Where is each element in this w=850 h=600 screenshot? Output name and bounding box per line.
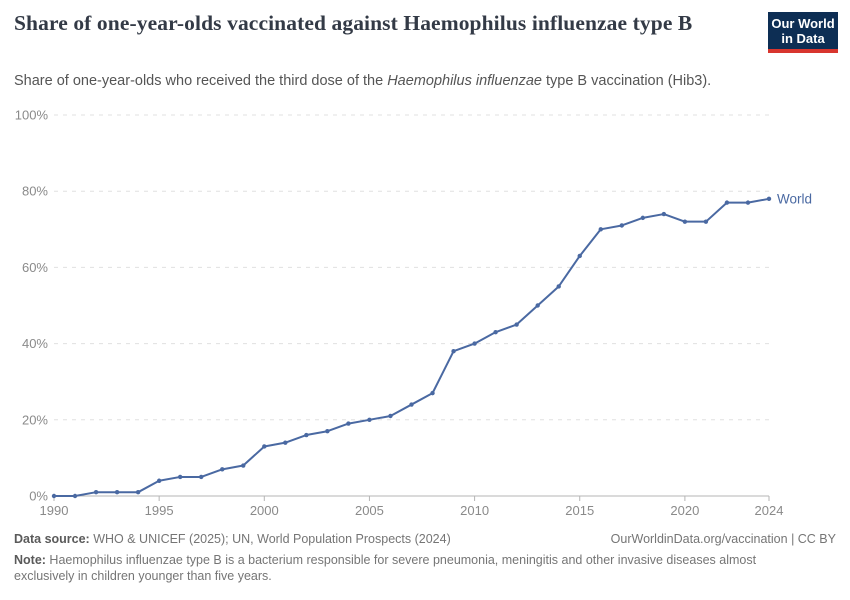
subtitle-prefix: Share of one-year-olds who received the … <box>14 73 388 89</box>
data-point[interactable] <box>72 493 78 499</box>
data-point[interactable] <box>262 444 267 449</box>
data-point[interactable] <box>241 463 246 468</box>
data-source-label: Data source: <box>14 532 90 546</box>
line-chart[interactable]: 0% 20% 40% 60% 80% 100% 1990 1995 2000 2005 2010 20… <box>0 100 850 520</box>
data-point[interactable] <box>388 413 393 419</box>
data-point[interactable] <box>472 341 477 346</box>
data-source-text: WHO & UNICEF (2025); UN, World Populatio… <box>89 532 451 546</box>
data-point[interactable] <box>766 196 772 202</box>
data-point[interactable] <box>93 489 99 495</box>
subtitle-suffix: type B vaccination (Hib3). <box>541 73 712 89</box>
y-tick-label: 100% <box>15 108 49 123</box>
data-point[interactable] <box>325 429 330 434</box>
data-point[interactable] <box>640 215 646 221</box>
data-point[interactable] <box>114 489 120 495</box>
data-point[interactable] <box>367 417 372 422</box>
data-point[interactable] <box>619 223 624 228</box>
owid-logo-line1: Our World <box>771 16 835 31</box>
data-point[interactable] <box>577 253 582 259</box>
x-tick-label: 1990 <box>40 503 69 518</box>
data-point[interactable] <box>556 284 561 289</box>
data-point[interactable] <box>409 402 414 407</box>
data-point[interactable] <box>682 219 688 224</box>
chart-footer: Data source: WHO & UNICEF (2025); UN, Wo… <box>14 531 836 584</box>
data-point[interactable] <box>199 474 204 480</box>
y-tick-label: 0% <box>29 489 48 504</box>
data-point[interactable] <box>451 349 456 354</box>
data-point[interactable] <box>724 200 730 205</box>
note-label: Note: <box>14 553 46 567</box>
data-point[interactable] <box>703 219 709 224</box>
data-point[interactable] <box>283 440 288 445</box>
data-point[interactable] <box>535 303 540 308</box>
subtitle-italic-term: Haemophilus influenzae <box>387 73 542 89</box>
owid-logo-accent-bar <box>768 49 838 53</box>
x-tick-label: 2015 <box>565 503 594 518</box>
page-title: Share of one-year-olds vaccinated agains… <box>14 11 693 35</box>
data-point[interactable] <box>220 467 225 472</box>
data-point[interactable] <box>430 390 435 396</box>
x-tick-label: 2020 <box>670 503 699 518</box>
data-point[interactable] <box>661 211 667 217</box>
x-tick-label: 1995 <box>145 503 174 518</box>
data-point[interactable] <box>745 200 751 205</box>
world-series-line[interactable] <box>53 197 770 497</box>
data-point[interactable] <box>177 474 183 480</box>
owid-logo-text: Our World in Data <box>768 12 838 49</box>
data-point[interactable] <box>51 493 57 499</box>
rights-link[interactable]: OurWorldinData.org/vaccination | CC BY <box>610 532 836 546</box>
owid-logo-line2: in Data <box>781 31 825 46</box>
y-tick-label: 40% <box>22 336 48 351</box>
series-end-label[interactable]: World <box>777 191 812 206</box>
data-point[interactable] <box>514 322 519 327</box>
data-point[interactable] <box>493 329 498 335</box>
x-tick-label: 2010 <box>460 503 489 518</box>
y-tick-label: 60% <box>22 260 48 275</box>
data-source: Data source: WHO & UNICEF (2025); UN, Wo… <box>14 531 451 547</box>
chart-subtitle: Share of one-year-olds who received the … <box>14 72 774 91</box>
data-point[interactable] <box>304 432 309 438</box>
chart-note: Note: Haemophilus influenzae type B is a… <box>14 552 810 584</box>
x-tick-label: 2024 <box>755 503 784 518</box>
y-tick-label: 20% <box>22 412 48 427</box>
y-tick-label: 80% <box>22 184 48 199</box>
data-point[interactable] <box>156 478 162 483</box>
owid-logo[interactable]: Our World in Data <box>768 12 838 53</box>
data-point[interactable] <box>598 227 603 232</box>
data-point[interactable] <box>346 421 351 426</box>
x-tick-label: 2000 <box>250 503 279 518</box>
data-point[interactable] <box>135 489 141 495</box>
x-tick-label: 2005 <box>355 503 384 518</box>
note-text: Haemophilus influenzae type B is a bacte… <box>14 553 757 583</box>
